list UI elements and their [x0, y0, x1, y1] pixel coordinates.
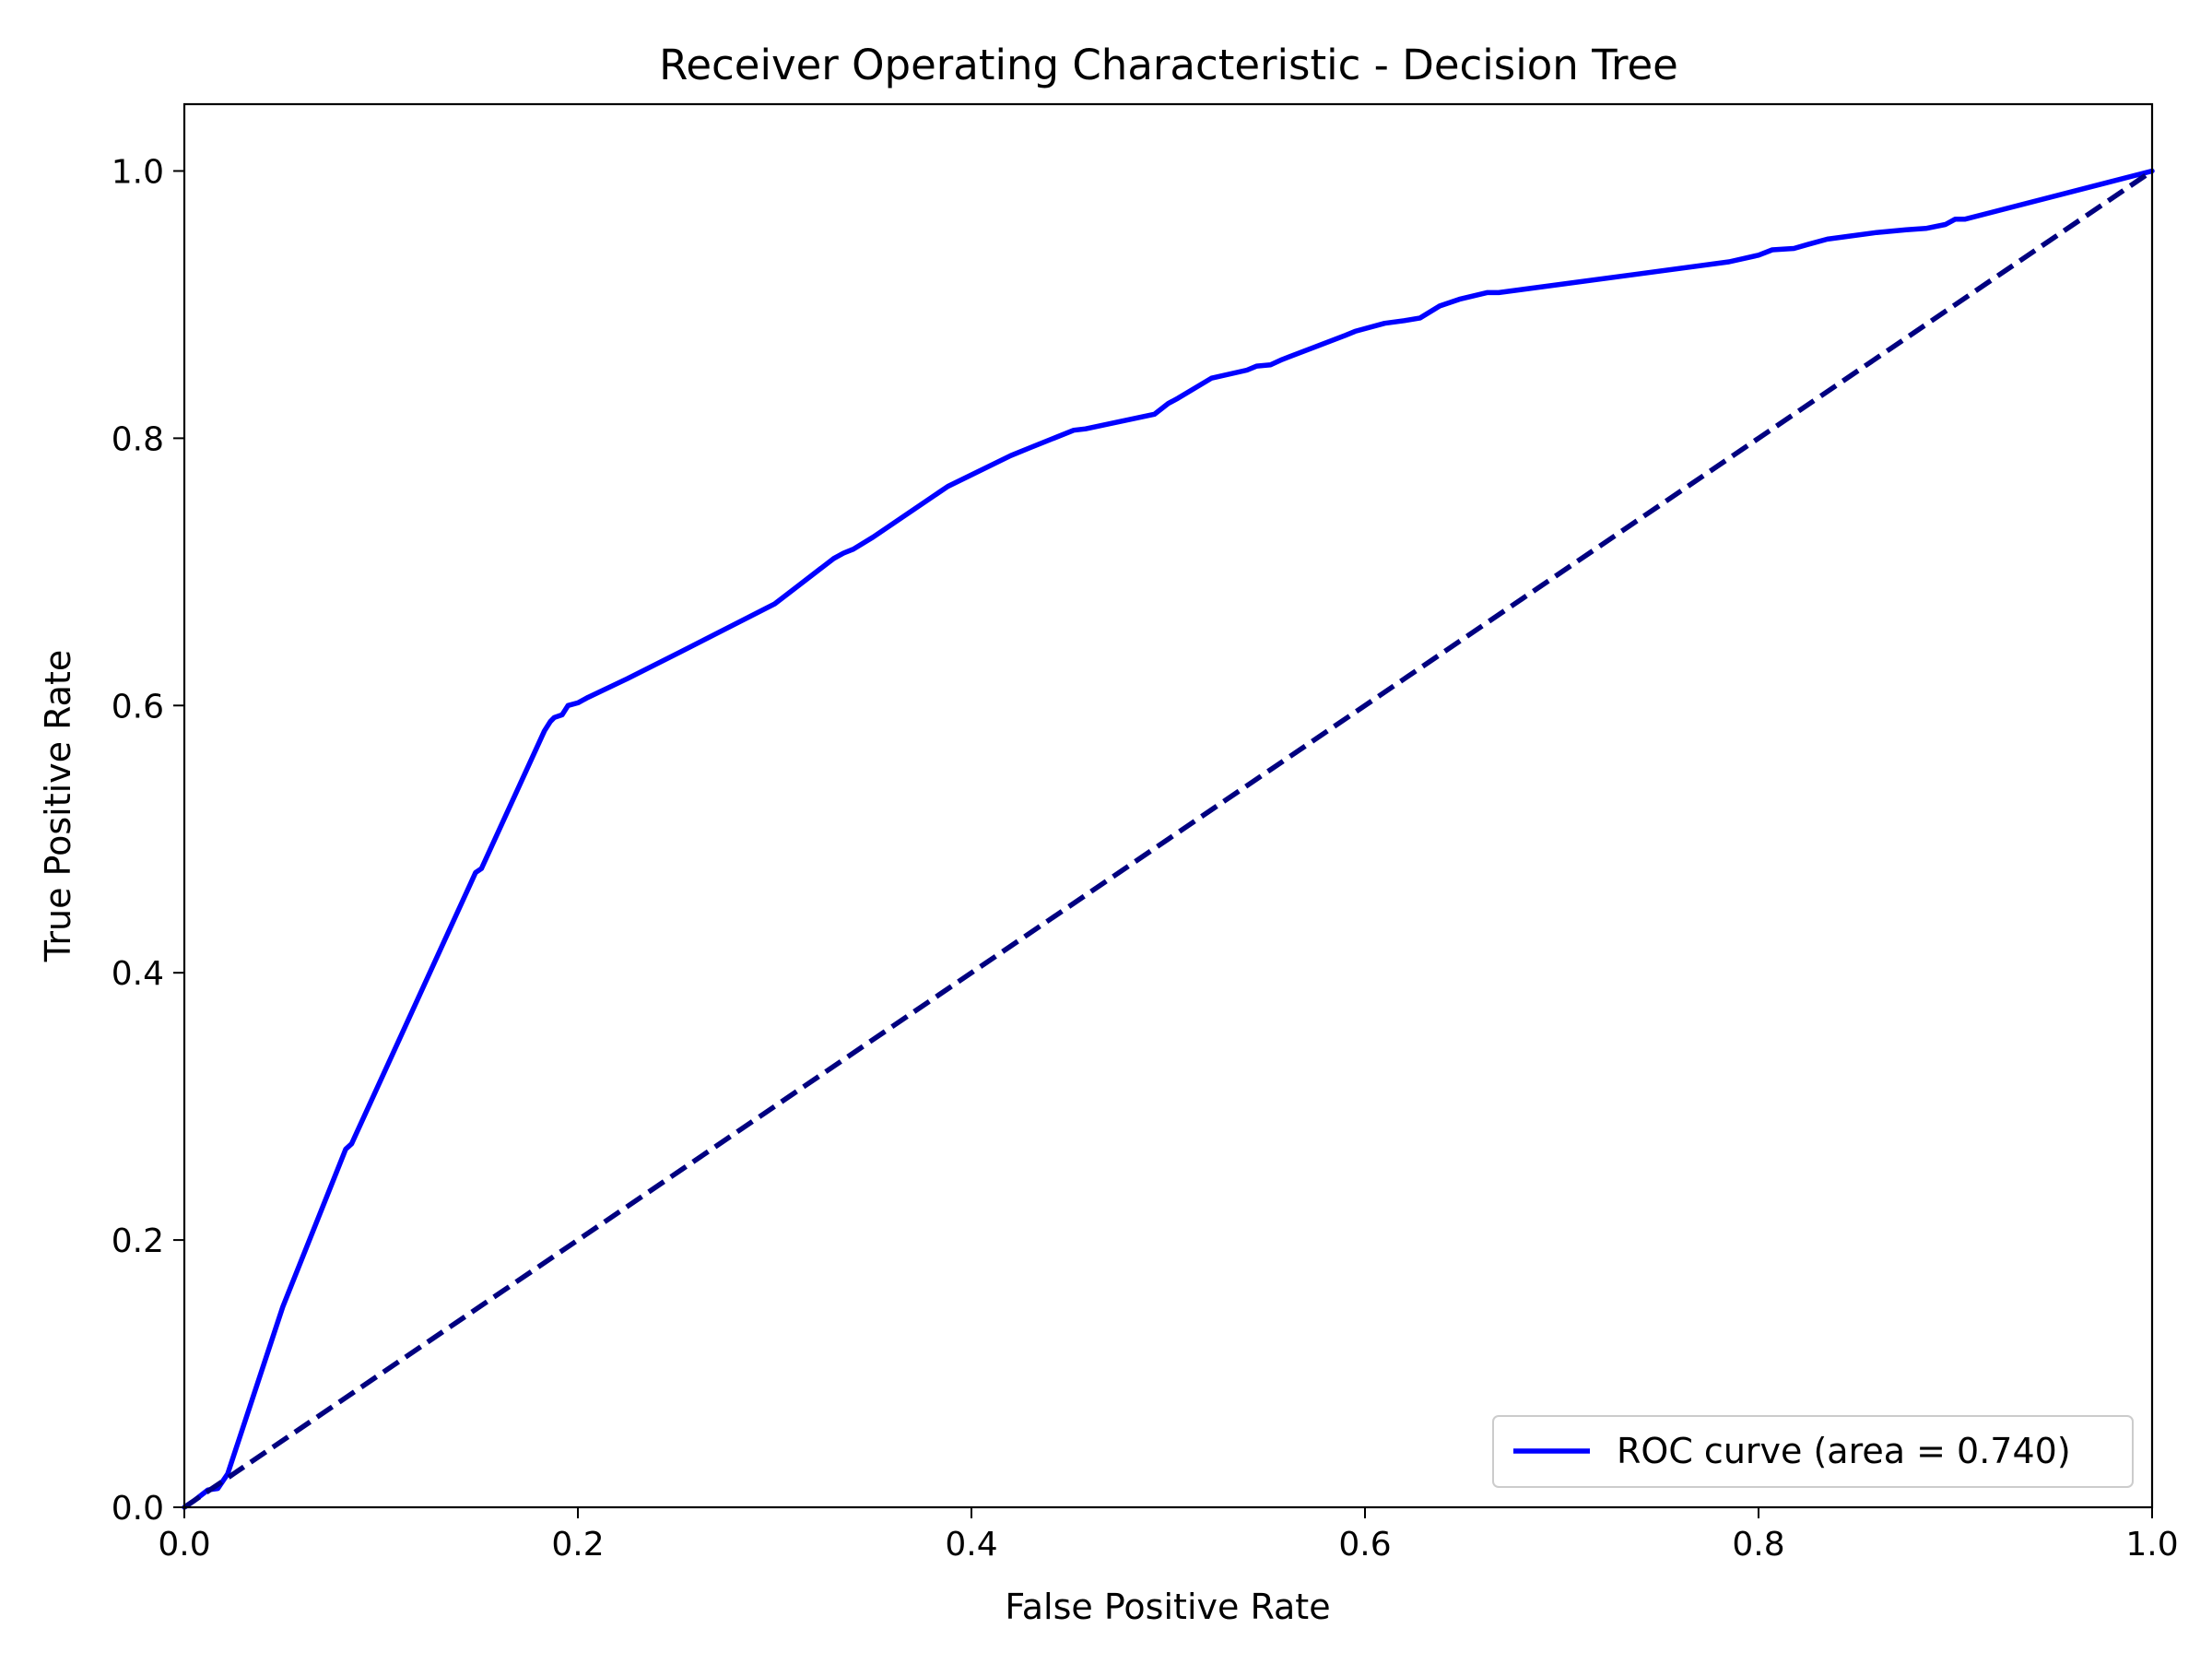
diagonal-reference-line — [182, 169, 2154, 1510]
x-tick-label: 0.0 — [158, 1526, 210, 1564]
x-tick-label: 1.0 — [2125, 1526, 2178, 1564]
y-tick-label: 0.4 — [112, 955, 164, 993]
y-tick-label: 0.0 — [112, 1490, 164, 1528]
x-tick-label: 0.2 — [551, 1526, 604, 1564]
x-axis: 0.0 0.2 0.4 0.6 0.8 1.0 — [158, 1507, 2179, 1564]
legend: ROC curve (area = 0.740) — [1492, 1415, 2134, 1488]
x-tick-label: 0.6 — [1338, 1526, 1391, 1564]
y-tick-label: 0.8 — [112, 420, 164, 458]
legend-label-roc: ROC curve (area = 0.740) — [1617, 1431, 2071, 1471]
y-axis-label: True Positive Rate — [38, 650, 78, 963]
plot-background — [184, 104, 2152, 1507]
roc-curve-line — [182, 168, 2155, 1510]
y-tick-label: 0.6 — [112, 688, 164, 726]
x-axis-label: False Positive Rate — [1005, 1587, 1330, 1627]
series-layer — [182, 168, 2155, 1510]
chart-title: Receiver Operating Characteristic - Deci… — [659, 41, 1678, 89]
x-tick-label: 0.8 — [1732, 1526, 1784, 1564]
y-axis: 0.0 0.2 0.4 0.6 0.8 1.0 — [112, 153, 184, 1528]
plot-frame — [182, 102, 2154, 1509]
y-tick-label: 0.2 — [112, 1222, 164, 1260]
y-tick-label: 1.0 — [112, 153, 164, 191]
plot-area — [182, 102, 2155, 1510]
legend-box — [1492, 1415, 2134, 1488]
x-tick-label: 0.4 — [945, 1526, 997, 1564]
